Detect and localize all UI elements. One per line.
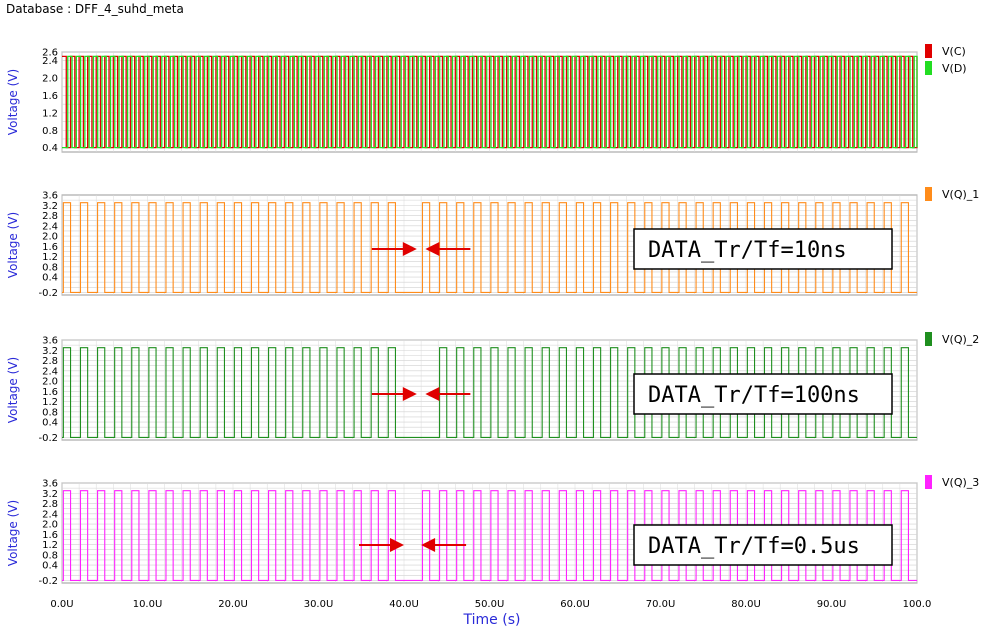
y-tick-label: 2.8 <box>42 499 58 510</box>
x-tick-label: 50.0U <box>475 599 505 610</box>
arrow-right-head <box>402 242 417 256</box>
y-tick-label: 2.0 <box>42 377 58 388</box>
y-tick-label: 0.8 <box>42 262 58 273</box>
y-tick-label: 2.0 <box>42 232 58 243</box>
y-tick-label: 2.8 <box>42 356 58 367</box>
y-axis-label: Voltage (V) <box>6 69 20 135</box>
x-tick-label: 70.0U <box>646 599 676 610</box>
y-tick-label: 2.4 <box>42 56 58 67</box>
x-tick-label: 10.0U <box>133 599 163 610</box>
y-tick-label: 3.2 <box>42 489 58 500</box>
legend-label: V(Q)_3 <box>942 476 979 489</box>
series-line-V(D) <box>62 55 918 149</box>
y-tick-label: 1.6 <box>42 387 58 398</box>
x-tick-label: 80.0U <box>731 599 761 610</box>
y-axis-label: Voltage (V) <box>6 212 20 278</box>
y-tick-label: 1.6 <box>42 91 58 102</box>
x-tick-label: 0.0U <box>50 599 73 610</box>
arrow-right-head <box>390 538 404 552</box>
y-tick-label: 0.4 <box>42 273 58 284</box>
legend-swatch <box>925 44 932 58</box>
y-tick-label: 1.6 <box>42 530 58 541</box>
annotation-box <box>633 228 893 270</box>
y-tick-label: 1.2 <box>42 252 58 263</box>
y-tick-label: 2.4 <box>42 366 58 377</box>
y-tick-label: 3.2 <box>42 201 58 212</box>
legend-swatch <box>925 332 932 346</box>
legend-label: V(Q)_1 <box>942 188 979 201</box>
y-tick-label: 3.6 <box>42 479 58 490</box>
y-axis-label: Voltage (V) <box>6 500 20 566</box>
x-tick-label: 20.0U <box>218 599 248 610</box>
y-tick-label: 2.8 <box>42 211 58 222</box>
y-tick-label: -0.2 <box>38 576 58 587</box>
legend-swatch <box>925 187 932 201</box>
arrow-right-head <box>402 387 417 401</box>
x-tick-label: 30.0U <box>304 599 334 610</box>
annotation-box <box>633 524 893 566</box>
y-tick-label: 3.6 <box>42 336 58 347</box>
x-tick-label: 60.0U <box>560 599 590 610</box>
y-tick-label: -0.2 <box>38 433 58 444</box>
y-tick-label: 3.2 <box>42 346 58 357</box>
y-tick-label: 0.4 <box>42 561 58 572</box>
y-tick-label: 2.0 <box>42 74 58 85</box>
x-tick-label: 100.0 <box>903 599 932 610</box>
legend-swatch <box>925 61 932 75</box>
y-tick-label: 2.4 <box>42 509 58 520</box>
y-tick-label: 1.2 <box>42 397 58 408</box>
legend-swatch <box>925 475 932 489</box>
y-tick-label: 0.4 <box>42 143 58 154</box>
series-line-V(Q)_3 <box>62 490 917 581</box>
annotation-box <box>633 373 893 415</box>
y-tick-label: 2.0 <box>42 520 58 531</box>
series-line-V(Q)_1 <box>62 202 917 293</box>
arrow-left-head <box>421 538 436 552</box>
x-tick-label: 40.0U <box>389 599 419 610</box>
y-tick-label: 2.4 <box>42 221 58 232</box>
legend-label: V(D) <box>942 62 967 75</box>
x-axis-label: Time (s) <box>463 612 521 628</box>
arrow-left-head <box>425 387 440 401</box>
y-tick-label: 2.6 <box>42 48 58 59</box>
y-tick-label: 3.6 <box>42 191 58 202</box>
y-axis-label: Voltage (V) <box>6 357 20 423</box>
annotation-text: DATA_Tr/Tf=100ns <box>648 383 860 408</box>
annotation-text: DATA_Tr/Tf=10ns <box>648 238 847 263</box>
series-line-V(C) <box>62 55 918 149</box>
legend-label: V(C) <box>942 45 966 58</box>
y-tick-label: 0.4 <box>42 418 58 429</box>
arrow-left-head <box>425 242 440 256</box>
y-tick-label: 0.8 <box>42 550 58 561</box>
annotation-text: DATA_Tr/Tf=0.5us <box>648 534 860 559</box>
y-tick-label: 1.2 <box>42 108 58 119</box>
legend-label: V(Q)_2 <box>942 333 979 346</box>
y-tick-label: 1.6 <box>42 242 58 253</box>
series-line-V(Q)_2 <box>62 347 917 438</box>
y-tick-label: 0.8 <box>42 126 58 137</box>
y-tick-label: -0.2 <box>38 288 58 299</box>
y-tick-label: 1.2 <box>42 540 58 551</box>
y-tick-label: 0.8 <box>42 407 58 418</box>
x-tick-label: 90.0U <box>817 599 847 610</box>
database-title: Database : DFF_4_suhd_meta <box>6 2 184 16</box>
